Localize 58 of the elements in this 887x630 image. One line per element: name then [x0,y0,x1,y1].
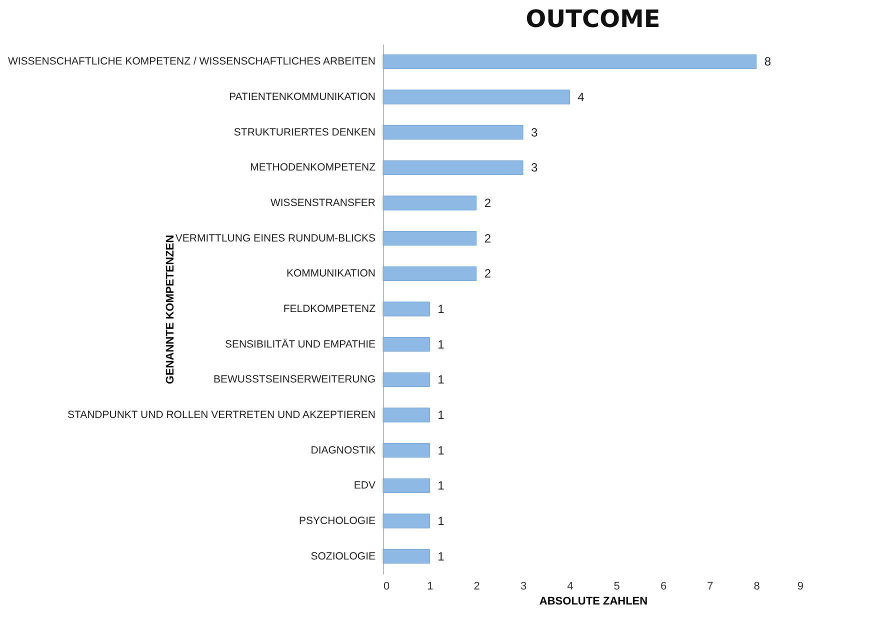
data-label: 2 [484,231,492,246]
data-label: 1 [438,337,445,352]
bar [382,514,430,528]
y-tick-label: PATIENTENKOMMUNIKATION [229,91,376,103]
data-label: 2 [484,196,492,210]
bar [382,196,477,210]
y-tick-label: KOMMUNIKATION [286,268,376,280]
bar [382,302,430,316]
data-label: 2 [484,266,492,281]
x-tick-label: 3 [520,580,527,592]
y-tick-label: WISSENSCHAFTLICHE KOMPETENZ / WISSENSCHAFTLICHES ARBEITEN [8,56,376,68]
data-label: 1 [438,443,445,458]
y-tick-label: SENSIBILITÄT UND EMPATHIE [224,338,376,350]
y-tick-label: VERMITTLUNG EINES RUNDUM-BLICKS [175,232,376,244]
y-tick-label: FELDKOMPETENZ [283,303,376,315]
y-tick-label: PSYCHOLOGIE [299,515,376,527]
y-tick-label: BEWUSSTSEINSERWEITERUNG [214,374,376,386]
data-label: 1 [438,514,445,528]
bar [382,125,524,140]
x-tick-label: 9 [797,580,804,592]
y-tick-label: STANDPUNKT UND ROLLEN VERTRETEN UND AKZEPTIEREN [67,409,376,421]
data-label: 3 [531,160,538,175]
x-tick-label: 5 [614,580,620,592]
y-tick-label: METHODENKOMPETENZ [250,162,376,174]
y-axis-title: GENANNTE KOMPETENZEN [164,234,176,384]
y-tick-label: DIAGNOSTIK [310,444,376,456]
data-label: 1 [438,302,445,316]
x-tick-label: 8 [754,580,760,592]
bar [382,408,430,422]
data-label: 1 [438,549,445,564]
y-tick-label: WISSENSTRANSFER [270,197,376,209]
y-tick-label: STRUKTURIERTES DENKEN [234,126,376,138]
data-label: 3 [531,125,538,140]
x-tick-label: 4 [567,580,574,592]
x-tick-label: 0 [384,580,390,592]
bar [382,443,430,458]
chart-title: OUTCOME [526,5,660,33]
bar [382,160,524,175]
bar [382,231,477,246]
data-label: 1 [438,372,445,387]
data-label: 1 [438,408,445,422]
bar [382,478,430,493]
x-tick-label: 7 [707,580,714,592]
data-label: 1 [438,478,445,493]
x-axis-title: ABSOLUTE ZAHLEN [539,596,648,608]
data-label: 8 [764,54,772,69]
x-tick-label: 1 [427,580,434,592]
bar [382,549,430,564]
bar [382,372,430,387]
data-label: 4 [578,90,585,104]
y-tick-label: SOZIOLOGIE [310,550,376,562]
y-tick-label: EDV [354,480,376,492]
bar [382,266,477,281]
bar [382,337,430,352]
x-tick-label: 6 [660,580,667,592]
bar [382,90,570,104]
x-tick-label: 2 [474,580,480,592]
bar [382,54,757,69]
